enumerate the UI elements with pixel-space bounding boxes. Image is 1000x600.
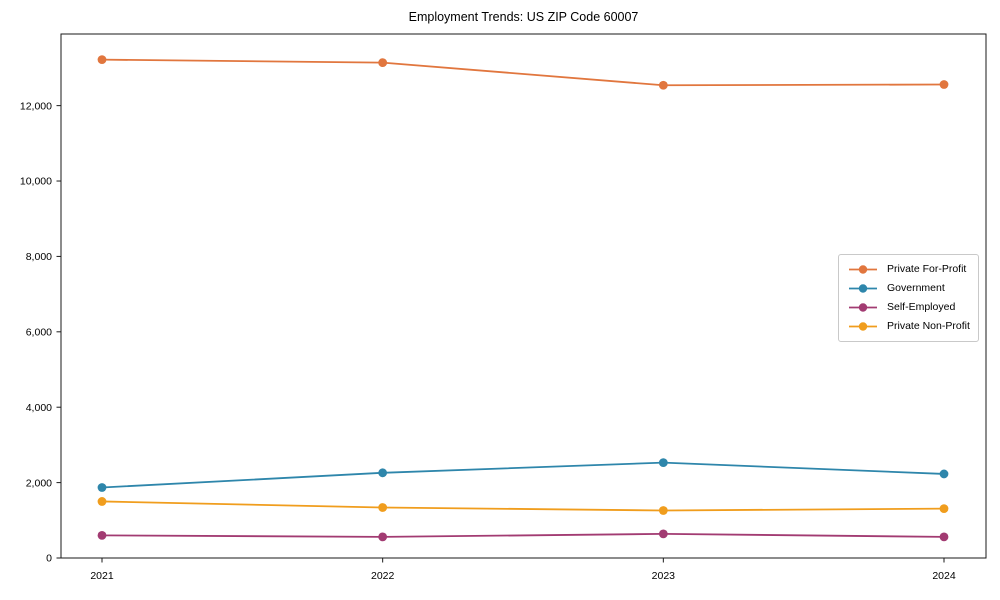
series-line-private-non-profit (101, 500, 945, 512)
y-tick-label: 12,000 (20, 100, 52, 112)
data-point-private-non-profit (939, 504, 949, 514)
legend-marker-private-for-profit (849, 265, 877, 274)
data-point-private-for-profit (939, 80, 949, 89)
x-tick-label: 2024 (932, 570, 956, 582)
legend-item-private-for-profit: Private For-Profit (848, 264, 969, 275)
data-point-government (97, 483, 107, 492)
y-tick-label: 10,000 (20, 176, 52, 188)
data-point-private-non-profit (378, 503, 388, 512)
y-tick-label: 8,000 (26, 251, 52, 263)
x-tick-label: 2022 (371, 570, 395, 582)
legend-item-self-employed: Self-Employed (848, 302, 969, 313)
data-point-government (378, 468, 388, 478)
legend-label: Self-Employed (887, 301, 956, 314)
y-tick-label: 4,000 (26, 402, 52, 414)
chart-title: Employment Trends: US ZIP Code 60007 (408, 10, 639, 24)
legend-label: Private Non-Profit (887, 320, 970, 333)
data-point-private-non-profit (658, 506, 668, 515)
x-tick-label: 2021 (90, 570, 114, 582)
series-line-self-employed (101, 532, 945, 538)
y-tick-label: 2,000 (26, 477, 52, 489)
axes-box (60, 33, 987, 559)
legend-marker-private-non-profit (849, 322, 877, 331)
data-point-self-employed (97, 530, 107, 540)
y-tick-label: 6,000 (26, 327, 52, 339)
data-point-government (939, 469, 949, 479)
series-line-government (101, 461, 945, 489)
legend: Private For-Profit Government Self-Employe… (838, 254, 979, 342)
data-point-private-for-profit (97, 55, 107, 65)
data-point-self-employed (378, 532, 388, 542)
data-point-self-employed (939, 532, 949, 542)
legend-marker-government (849, 284, 877, 293)
x-tick-label: 2023 (652, 570, 676, 582)
data-point-government (658, 458, 668, 468)
legend-label: Private For-Profit (887, 263, 967, 276)
series-line-private-for-profit (101, 58, 945, 87)
data-point-self-employed (658, 529, 668, 539)
legend-item-private-non-profit: Private Non-Profit (848, 320, 970, 333)
legend-item-government: Government (848, 283, 969, 294)
data-point-private-non-profit (97, 497, 107, 506)
y-tick-label: 0 (46, 553, 52, 565)
data-point-private-for-profit (658, 80, 668, 90)
data-point-private-for-profit (378, 58, 388, 68)
legend-marker-self-employed (849, 303, 877, 312)
legend-label: Government (887, 282, 945, 295)
